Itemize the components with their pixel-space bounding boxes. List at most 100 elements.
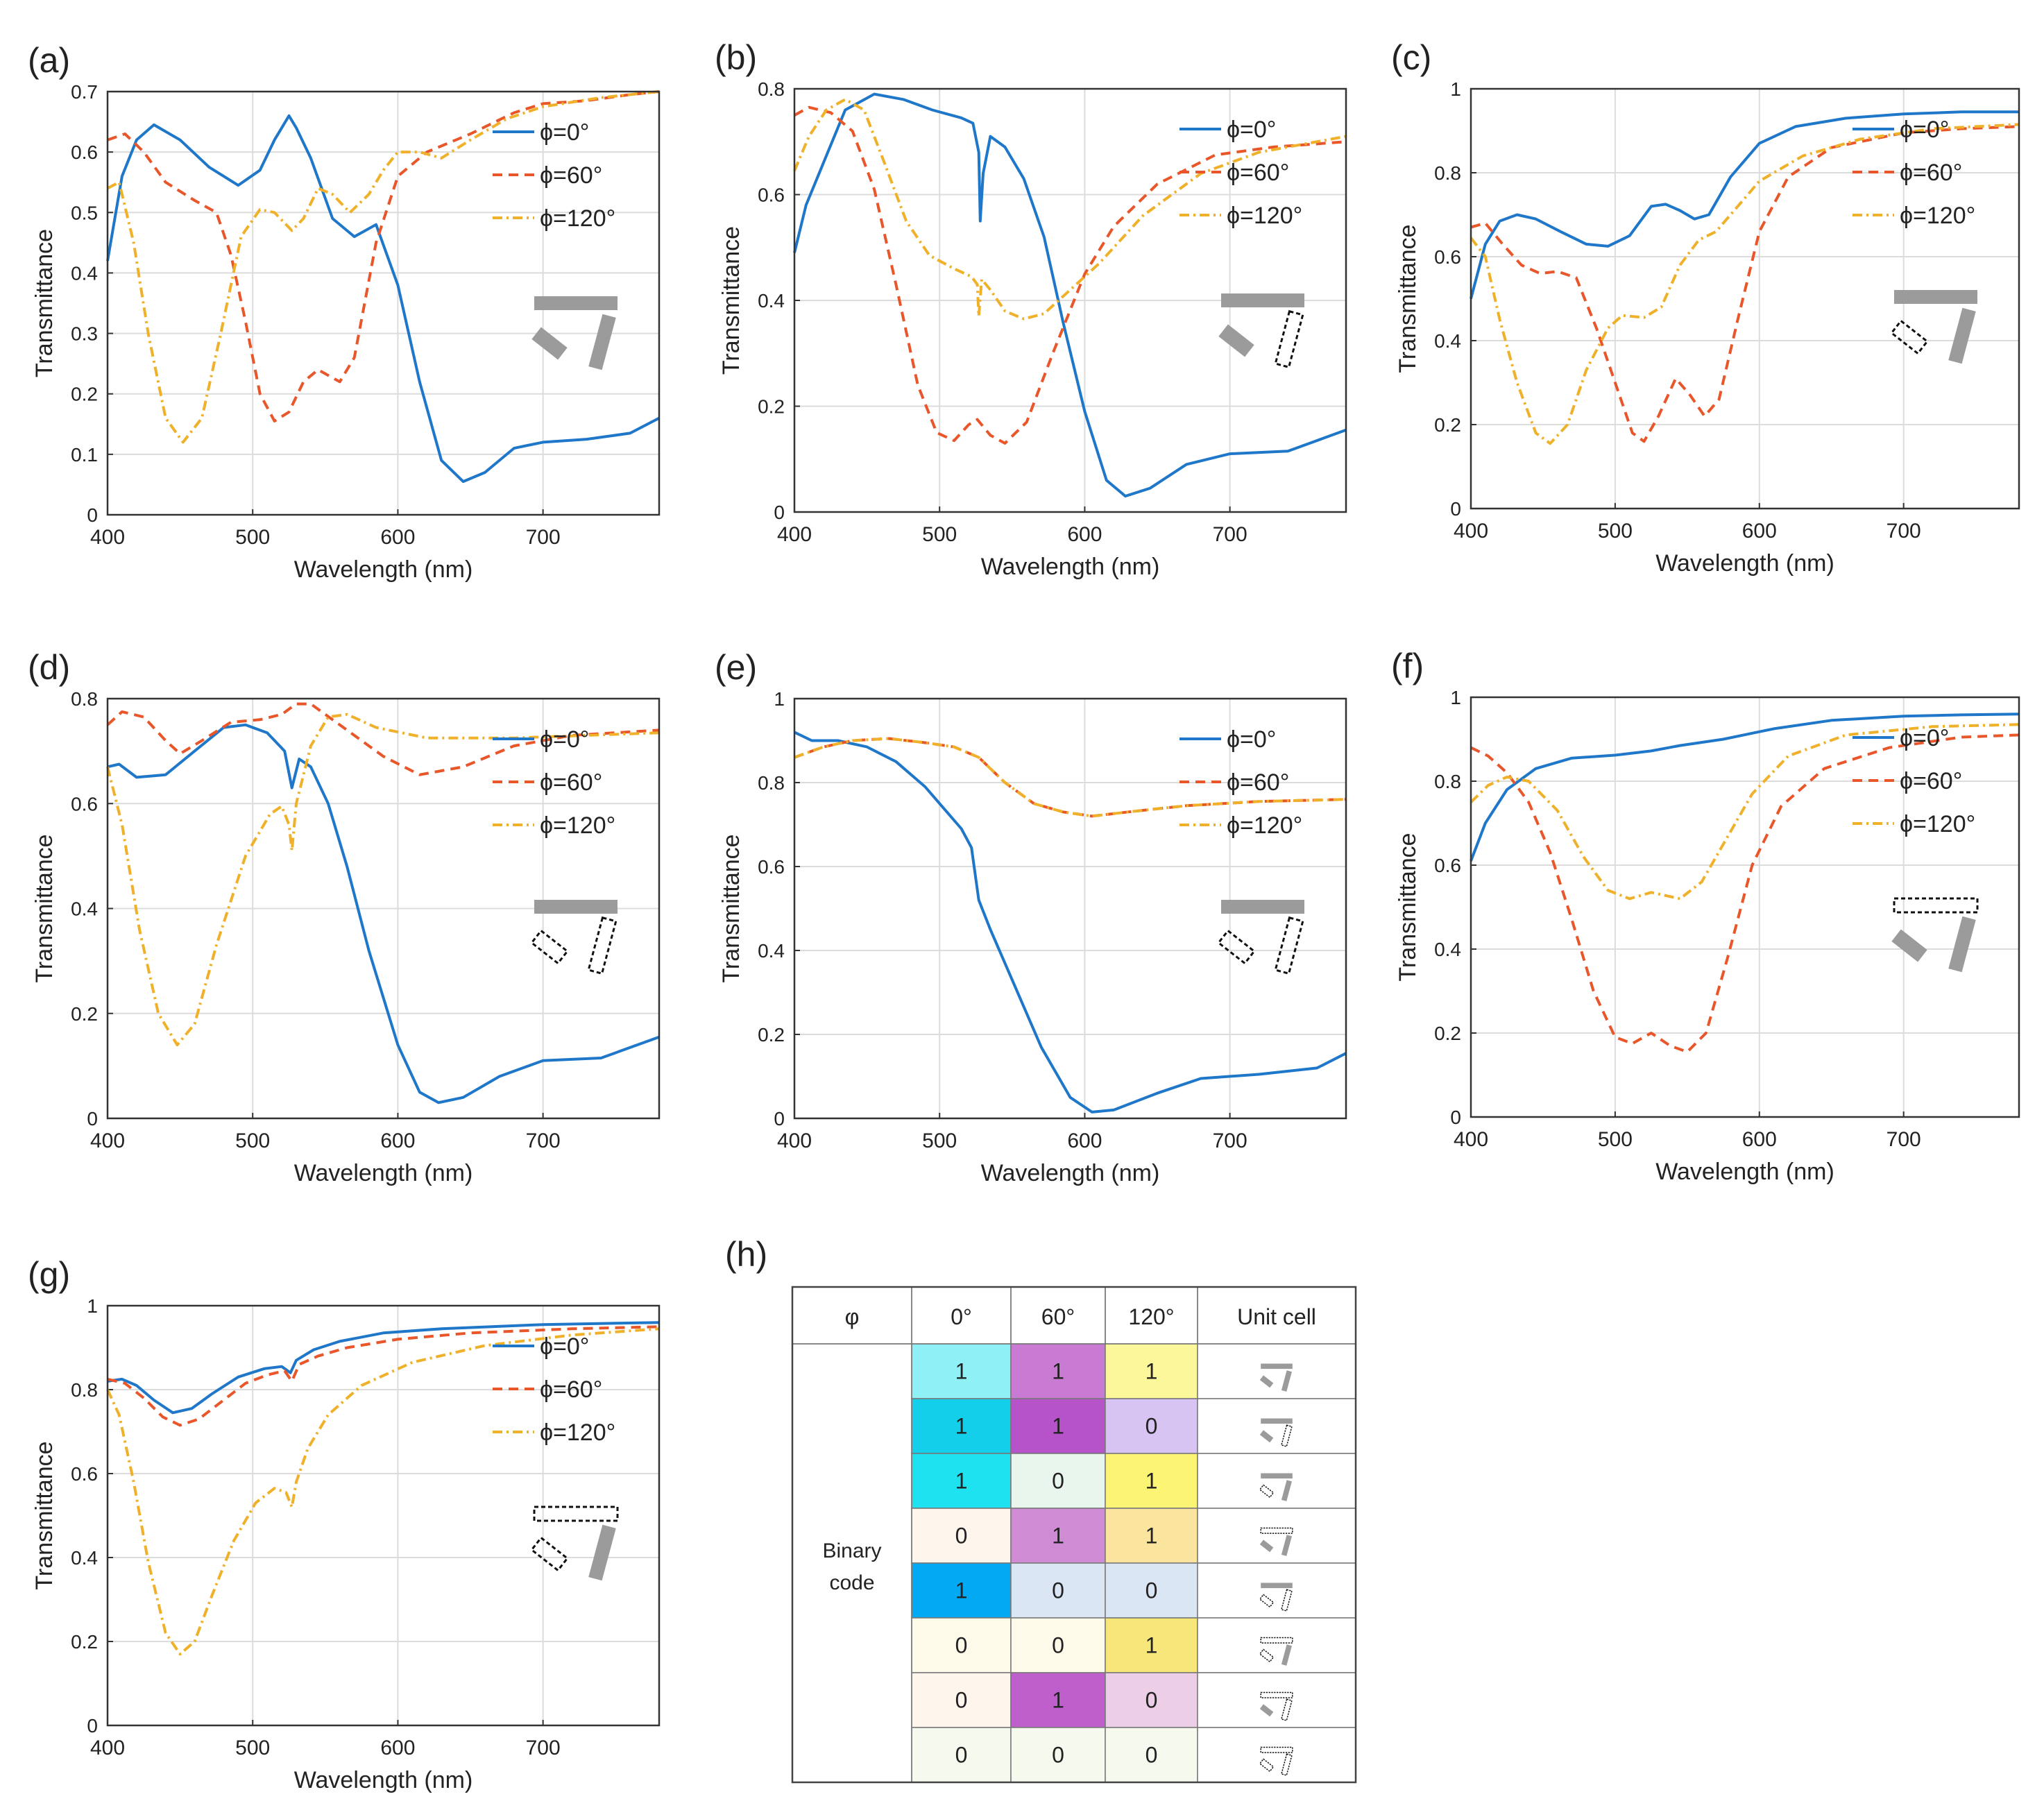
table-cell [911, 1672, 1012, 1728]
x-tick-label: 700 [1213, 523, 1247, 546]
panel-label: (d) [28, 648, 70, 687]
series-line-phi0 [1470, 713, 2020, 862]
x-tick-label: 600 [380, 1129, 415, 1152]
plot-frame [1470, 87, 2020, 510]
unitcell-bar-60deg [1259, 1430, 1274, 1443]
unitcell-bar-120deg [588, 1524, 616, 1581]
table-cell [1010, 1672, 1106, 1728]
y-tick-label: 0.8 [758, 772, 785, 794]
x-tick-label: 700 [526, 1129, 561, 1152]
table-header-cell: 120° [1128, 1304, 1174, 1329]
legend-entry: ϕ=60° [540, 162, 602, 189]
plot-frame [106, 1304, 661, 1727]
y-axis-label: Transmittance [31, 229, 58, 377]
unitcell-bar-0deg [1261, 1473, 1293, 1479]
table-unitcell-cell [1197, 1453, 1356, 1509]
legend-entry: ϕ=120° [1900, 811, 1975, 837]
plot-frame [793, 87, 1347, 513]
y-tick-label: 0 [1450, 1107, 1461, 1128]
unitcell-bar-0deg [1260, 1527, 1293, 1534]
x-tick-label: 500 [1598, 1128, 1633, 1151]
unitcell-bar-0deg [1894, 290, 1977, 304]
series-line-phi0 [794, 731, 1347, 1114]
x-tick-label: 500 [922, 1129, 957, 1152]
legend-entry: ϕ=60° [1900, 160, 1962, 186]
y-tick-label: 0 [87, 1108, 98, 1129]
table-cell [1105, 1617, 1198, 1673]
x-tick-label: 500 [235, 1129, 270, 1152]
y-tick-label: 0.4 [71, 898, 98, 920]
unitcell-bar-60deg [1259, 1484, 1275, 1499]
series-line-phi0 [107, 1321, 660, 1415]
table-cell-value: 0 [955, 1524, 968, 1549]
x-tick-label: 700 [1887, 520, 1921, 543]
y-tick-label: 0.8 [71, 1379, 98, 1401]
table-cell [911, 1508, 1012, 1564]
x-tick-label: 400 [90, 526, 125, 549]
legend-entry: ϕ=120° [540, 812, 615, 839]
table-cell-value: 0 [1052, 1578, 1064, 1603]
unitcell-bar-120deg [1274, 916, 1304, 975]
x-axis-label: Wavelength (nm) [981, 1160, 1160, 1186]
unitcell-bar-0deg [1261, 1583, 1293, 1589]
table-frame [791, 1286, 1357, 1784]
series-line-phi0 [793, 92, 1347, 498]
y-tick-label: 0.6 [758, 185, 785, 206]
y-tick-label: 0.4 [71, 262, 98, 284]
unitcell-bar-120deg [1281, 1589, 1293, 1612]
series-line-phi120 [106, 713, 660, 1047]
binary-code-table: (h) φ 0° 60° 120° Unit cell 1 1 1 1 1 0 1 0 1 0 1 1 1 0 0 0 0 1… [725, 1235, 1357, 1784]
unitcell-bar-120deg [1274, 309, 1304, 369]
unitcell-bar-60deg [1218, 324, 1254, 357]
unitcell-bar-0deg [1260, 1746, 1293, 1753]
chart-panel: 400 500 600 700 0 0.2 0.4 0.6 0.8 ϕ=0° ϕ=60° ϕ=120°… [28, 648, 661, 1186]
table-cell-value: 1 [1052, 1688, 1064, 1713]
table-cell-value: 1 [1052, 1359, 1064, 1384]
table-cell-value: 0 [955, 1688, 968, 1713]
table-header-cell: Unit cell [1237, 1304, 1316, 1329]
legend-entry: ϕ=0° [1227, 726, 1276, 753]
unitcell-bar-60deg [1259, 1594, 1275, 1608]
y-tick-label: 0.2 [71, 1631, 98, 1653]
unitcell-bar-120deg [1281, 1424, 1293, 1447]
y-tick-label: 1 [774, 688, 785, 710]
x-tick-label: 400 [90, 1129, 125, 1152]
y-tick-label: 0.4 [71, 1547, 98, 1569]
y-tick-label: 0.2 [71, 1003, 98, 1025]
legend-entry: ϕ=60° [540, 769, 602, 796]
y-tick-label: 0 [87, 1715, 98, 1737]
x-tick-label: 400 [1454, 520, 1488, 543]
plot-frame [106, 90, 661, 516]
y-tick-label: 1 [1450, 687, 1461, 708]
unitcell-bar-0deg [1261, 1418, 1293, 1424]
x-axis-label: Wavelength (nm) [1655, 1159, 1834, 1185]
table-unitcell-cell [1197, 1398, 1356, 1454]
x-axis-label: Wavelength (nm) [1655, 550, 1834, 577]
y-tick-label: 0.6 [758, 856, 785, 878]
chart-panel: 400 500 600 700 0 0.2 0.4 0.6 0.8 1 ϕ=0° ϕ=60° ϕ=120… [1391, 647, 2020, 1185]
x-tick-label: 600 [1067, 1129, 1102, 1152]
table-unitcell-cell [1197, 1343, 1356, 1399]
x-axis-label: Wavelength (nm) [981, 554, 1160, 580]
chart-panel: 400 500 600 700 0 0.2 0.4 0.6 0.8 ϕ=0° ϕ=60° ϕ=120°… [715, 38, 1347, 580]
table-cell-value: 1 [955, 1578, 968, 1603]
unitcell-bar-60deg [1259, 1758, 1275, 1773]
table-header-cell: φ [845, 1304, 860, 1329]
table-cell [1105, 1727, 1198, 1783]
series-line-phi60 [1470, 125, 2020, 443]
y-tick-label: 0 [1450, 498, 1461, 520]
unitcell-bar-60deg [1217, 929, 1256, 965]
table-cell-value: 0 [1146, 1743, 1158, 1768]
unitcell-bar-120deg [588, 314, 616, 370]
unitcell-bar-0deg [1260, 1691, 1293, 1698]
y-tick-label: 0.2 [1434, 414, 1461, 436]
table-unitcell-cell [1197, 1508, 1356, 1564]
unitcell-bar-60deg [1259, 1539, 1274, 1553]
y-tick-label: 0.2 [758, 1024, 785, 1046]
table-cell [1010, 1398, 1106, 1454]
x-axis-label: Wavelength (nm) [294, 556, 473, 583]
unitcell-bar-0deg [1261, 1363, 1293, 1370]
y-tick-label: 0.6 [71, 793, 98, 814]
x-tick-label: 700 [1887, 1128, 1921, 1151]
